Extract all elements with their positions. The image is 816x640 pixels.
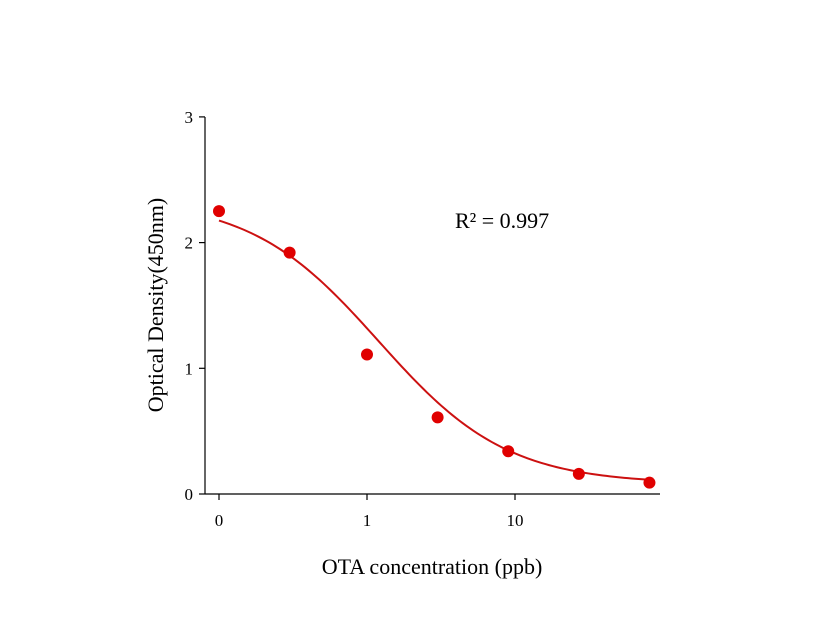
axes	[204, 117, 660, 495]
data-point	[361, 348, 373, 361]
data-points	[213, 205, 656, 489]
data-point	[283, 246, 296, 259]
data-point	[572, 467, 585, 480]
x-axis-title: OTA concentration (ppb)	[322, 554, 543, 579]
x-tick-label: 10	[507, 511, 524, 530]
x-tick-label: 1	[363, 511, 372, 530]
data-point	[213, 205, 225, 218]
y-ticks: 0 1 2 3	[185, 108, 205, 504]
y-tick-label: 3	[185, 108, 194, 127]
y-tick-label: 0	[185, 485, 194, 504]
data-point	[431, 411, 444, 424]
fit-curve	[218, 219, 650, 481]
data-point	[502, 445, 515, 458]
x-tick-label: 0	[215, 511, 224, 530]
data-point	[643, 476, 656, 489]
y-axis-title: Optical Density(450nm)	[143, 198, 168, 412]
y-tick-label: 1	[185, 359, 194, 378]
y-tick-label: 2	[185, 234, 194, 253]
r-squared-annotation: R² = 0.997	[455, 208, 549, 233]
x-ticks: 0 1 10	[215, 494, 524, 530]
